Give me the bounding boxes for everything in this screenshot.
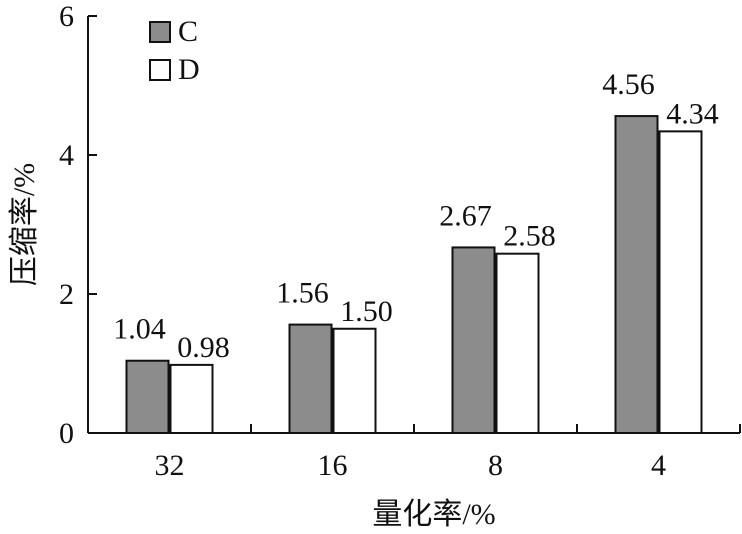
data-label: 1.56 (276, 277, 329, 310)
bar-C-32 (125, 359, 170, 434)
legend-label-D: D (178, 53, 200, 86)
data-label: 1.50 (340, 295, 393, 328)
x-axis-title: 量化率/% (372, 498, 495, 531)
bar-D-32 (169, 363, 214, 435)
bar-D-8 (495, 252, 540, 434)
legend-swatch-C (149, 21, 171, 43)
data-label: 0.98 (177, 331, 230, 364)
y-tick-label: 2 (59, 278, 74, 311)
y-tick-label: 4 (59, 139, 74, 172)
x-tick-label: 4 (651, 449, 666, 482)
data-label: 2.67 (439, 199, 492, 232)
bar-D-4 (658, 130, 703, 434)
data-label: 1.04 (113, 313, 166, 346)
bar-C-16 (288, 323, 333, 434)
bar-C-4 (614, 115, 659, 435)
legend: CD (149, 15, 200, 86)
bar-C-8 (451, 246, 496, 434)
y-tick-label: 6 (59, 0, 74, 33)
data-labels: 1.04 0.98 1.56 1.50 2.67 2.58 4.56 4.34 (113, 68, 719, 364)
legend-label-C: C (178, 15, 198, 48)
data-label: 4.34 (666, 97, 719, 130)
x-tick-label: 32 (155, 449, 185, 482)
bars (125, 115, 703, 435)
x-tick-label: 8 (488, 449, 503, 482)
bar-D-16 (332, 327, 377, 434)
y-tick-label: 0 (59, 417, 74, 450)
data-label: 2.58 (503, 220, 556, 253)
y-axis-title: 压缩率/% (8, 163, 41, 286)
data-label: 4.56 (602, 68, 655, 101)
legend-swatch-D (149, 59, 171, 81)
x-tick-label: 16 (318, 449, 348, 482)
